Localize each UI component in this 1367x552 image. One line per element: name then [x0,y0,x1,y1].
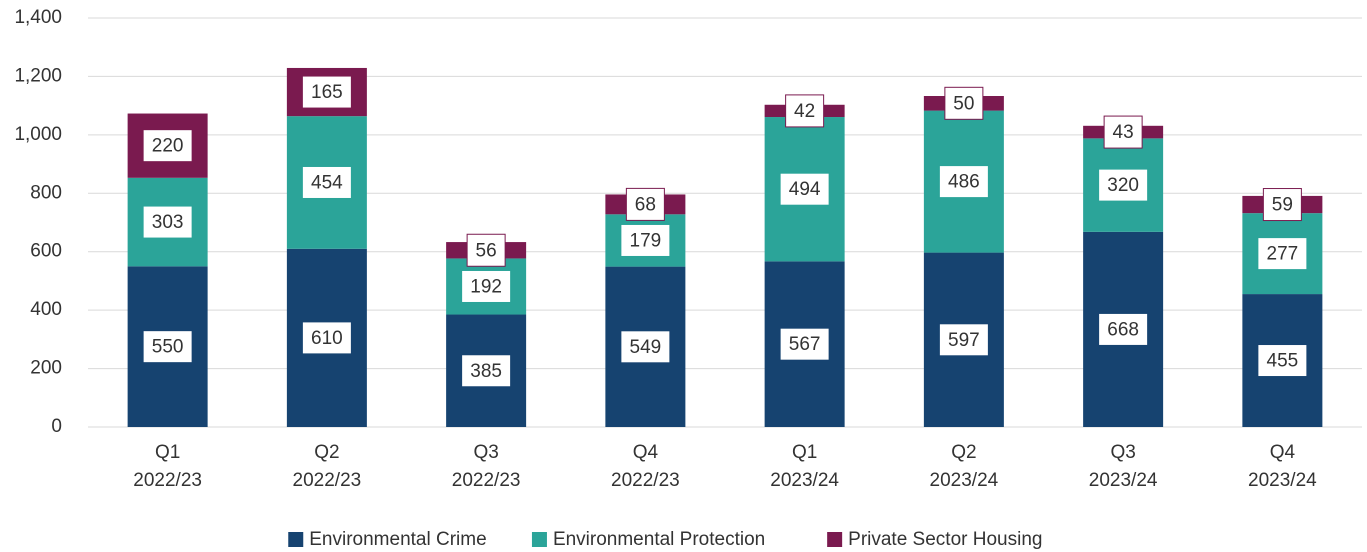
x-tick-label: Q1 [792,442,817,463]
y-tick-label: 1,400 [14,7,62,28]
legend-label: Private Sector Housing [848,529,1042,550]
data-label: 43 [1113,122,1134,143]
data-label: 68 [635,194,656,215]
y-tick-label: 800 [30,182,62,203]
data-label: 179 [630,230,662,251]
x-tick-label: 2023/24 [1089,470,1158,491]
data-label-box [1098,312,1149,346]
data-label: 454 [311,172,343,193]
data-label: 668 [1107,319,1139,340]
data-label-box [785,94,825,128]
x-tick-label: Q1 [155,442,180,463]
data-label-box [779,327,830,361]
data-label: 59 [1272,195,1293,216]
data-label-box [301,165,352,199]
data-label: 50 [953,93,974,114]
data-label-box [938,323,989,357]
data-label: 549 [630,337,662,358]
data-label: 494 [789,179,821,200]
y-tick-label: 1,000 [14,124,62,145]
x-tick-label: 2022/23 [133,470,202,491]
data-label-box [461,354,512,388]
data-label: 567 [789,334,821,355]
data-label: 610 [311,328,343,349]
data-label-box [620,330,671,364]
data-label: 597 [948,330,980,351]
x-tick-label: 2022/23 [611,470,680,491]
data-label-box [142,330,193,364]
legend-swatch [288,532,304,547]
legend-swatch [827,532,843,547]
y-tick-label: 400 [30,299,62,320]
data-label: 192 [470,276,502,297]
x-tick-label: Q2 [951,442,976,463]
data-label-box [466,233,506,267]
legend-swatch [531,532,547,547]
x-tick-label: Q4 [1270,442,1296,463]
y-tick-label: 1,200 [14,65,62,86]
data-label: 320 [1107,175,1139,196]
data-label: 42 [794,101,815,122]
y-tick-label: 600 [30,241,62,262]
x-tick-label: Q4 [633,442,659,463]
data-label-box [625,187,665,221]
data-label-box [1103,115,1143,149]
data-label-box [1257,237,1308,271]
data-label: 303 [152,212,184,233]
data-label-box [1262,188,1302,222]
legend-label: Environmental Crime [309,529,486,550]
data-label-box [620,223,671,257]
data-label: 165 [311,82,343,103]
data-label-box [944,86,984,120]
data-label: 385 [470,361,502,382]
x-tick-label: 2022/23 [293,470,362,491]
y-tick-label: 200 [30,358,62,379]
x-tick-label: 2023/24 [930,470,999,491]
data-label: 220 [152,136,184,157]
data-label: 56 [476,240,497,261]
data-label-box [461,269,512,303]
data-label: 550 [152,337,184,358]
legend-label: Environmental Protection [553,529,765,550]
data-label-box [1098,168,1149,202]
x-tick-label: 2022/23 [452,470,521,491]
y-tick-label: 0 [51,416,62,437]
data-label-box [1257,344,1308,378]
data-label: 455 [1267,351,1299,372]
data-label: 277 [1267,244,1299,265]
data-label-box [301,321,352,355]
x-tick-label: 2023/24 [770,470,839,491]
data-label-box [142,129,193,163]
data-label-box [779,172,830,206]
data-label: 486 [948,172,980,193]
data-label-box [301,75,352,109]
x-tick-label: Q3 [473,442,498,463]
data-label-box [142,205,193,239]
x-tick-label: Q3 [1110,442,1135,463]
data-label-box [938,165,989,199]
x-tick-label: Q2 [314,442,339,463]
x-tick-label: 2023/24 [1248,470,1317,491]
